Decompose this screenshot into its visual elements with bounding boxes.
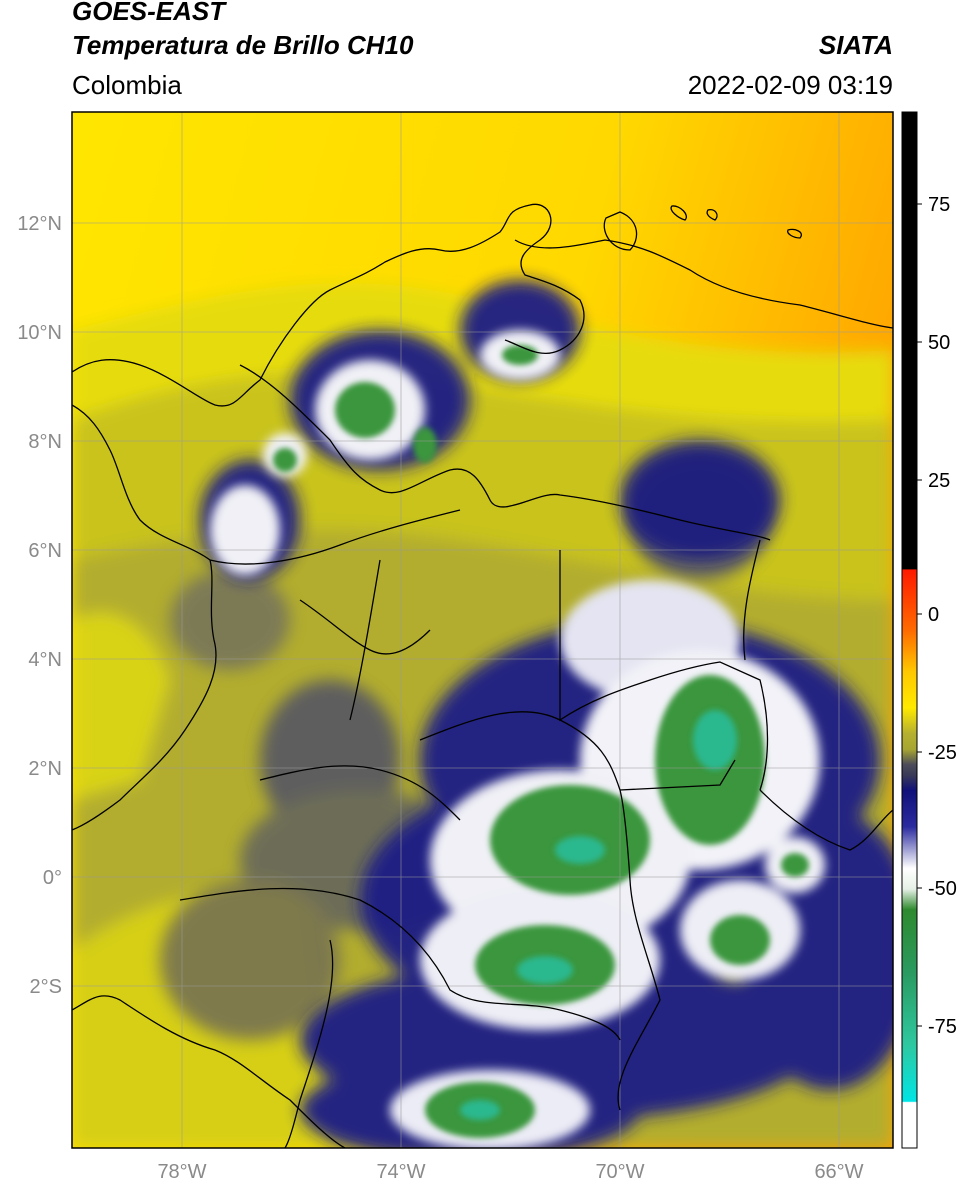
channel-title: Temperatura de Brillo CH10: [72, 30, 414, 60]
colorbar-gradient: [901, 111, 918, 1149]
product-title: GOES-EAST: [72, 0, 226, 26]
map-frame: [71, 111, 894, 1149]
lon-tick: 66°W: [814, 1161, 863, 1183]
colorbar-tick: -75: [928, 1016, 957, 1038]
timestamp-label: 2022-02-09 03:19: [687, 70, 893, 100]
lon-tick: 74°W: [376, 1161, 425, 1183]
colorbar-tick: -25: [928, 742, 957, 764]
graticule: [72, 112, 893, 1148]
lat-tick: 2°N: [28, 758, 62, 780]
lat-tick: 10°N: [17, 322, 62, 344]
lon-tick: 78°W: [157, 1161, 206, 1183]
colorbar-tick: 0: [928, 604, 939, 626]
colorbar-tick: 75: [928, 194, 950, 216]
colorbar-tick: 25: [928, 470, 950, 492]
colorbar-tick: -50: [928, 878, 957, 900]
lat-tick: 8°N: [28, 431, 62, 453]
lon-tick: 70°W: [595, 1161, 644, 1183]
brightness-temperature-field: [72, 112, 893, 1148]
colorbar: 75 50 25 0 -25 -50 -75: [901, 111, 957, 1149]
colorbar-tick: 50: [928, 332, 950, 354]
lat-tick: 6°N: [28, 540, 62, 562]
lat-tick: 4°N: [28, 649, 62, 671]
longitude-axis: 78°W 74°W 70°W 66°W: [157, 1161, 863, 1183]
source-label: SIATA: [818, 30, 893, 60]
lat-tick: 2°S: [30, 976, 62, 998]
latitude-axis: 12°N 10°N 8°N 6°N 4°N 2°N 0° 2°S: [17, 213, 62, 998]
lat-tick: 0°: [43, 867, 62, 889]
lat-tick: 12°N: [17, 213, 62, 235]
borders: [72, 203, 893, 1148]
region-label: Colombia: [72, 70, 182, 100]
